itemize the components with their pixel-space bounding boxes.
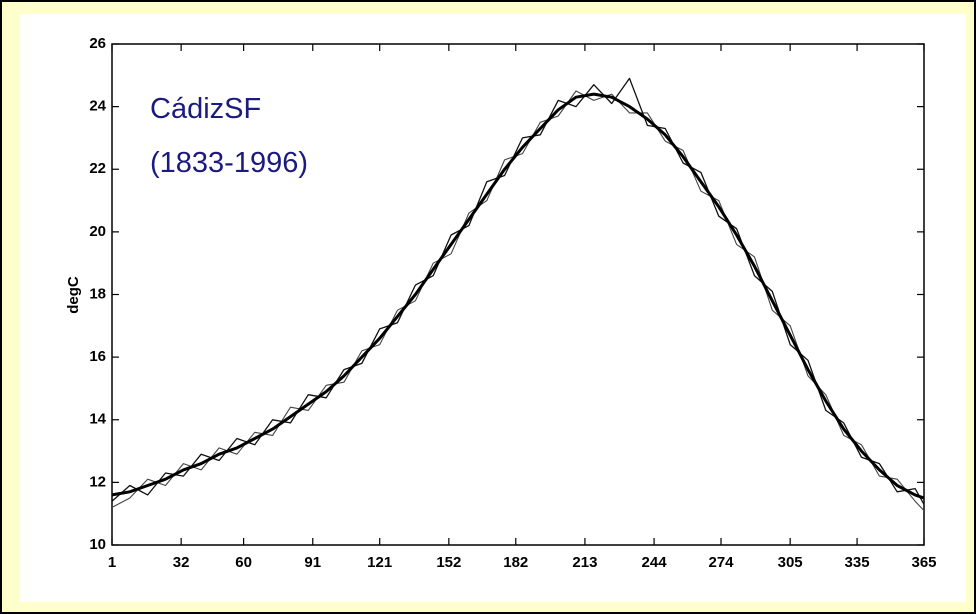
x-tick-label: 60 — [235, 554, 252, 571]
y-tick-label: 24 — [89, 98, 106, 115]
y-tick-label: 10 — [89, 536, 106, 553]
x-tick-label: 91 — [304, 554, 321, 571]
y-tick-label: 26 — [89, 35, 106, 52]
panel — [20, 14, 966, 602]
y-tick-label: 12 — [89, 473, 106, 490]
y-tick-label: 20 — [89, 223, 106, 240]
x-tick-label: 365 — [911, 554, 936, 571]
x-tick-label: 335 — [845, 554, 870, 571]
x-tick-label: 121 — [367, 554, 392, 571]
y-tick-label: 16 — [89, 348, 106, 365]
y-axis-label: degC — [65, 276, 82, 314]
x-tick-label: 32 — [173, 554, 190, 571]
series-line — [111, 90, 925, 511]
annotation: (1833-1996) — [150, 147, 308, 179]
x-tick-label: 305 — [778, 554, 803, 571]
x-tick-label: 1 — [108, 554, 116, 571]
x-tick-label: 274 — [708, 554, 734, 571]
y-tick-label: 18 — [89, 285, 106, 302]
x-tick-label: 152 — [436, 554, 461, 571]
series-line — [111, 92, 925, 500]
x-tick-label: 182 — [503, 554, 528, 571]
x-tick-label: 244 — [642, 554, 668, 571]
y-tick-label: 22 — [89, 160, 106, 177]
x-tick-label: 213 — [572, 554, 597, 571]
annotation: CádizSF — [150, 93, 261, 125]
y-tick-label: 14 — [89, 411, 106, 428]
